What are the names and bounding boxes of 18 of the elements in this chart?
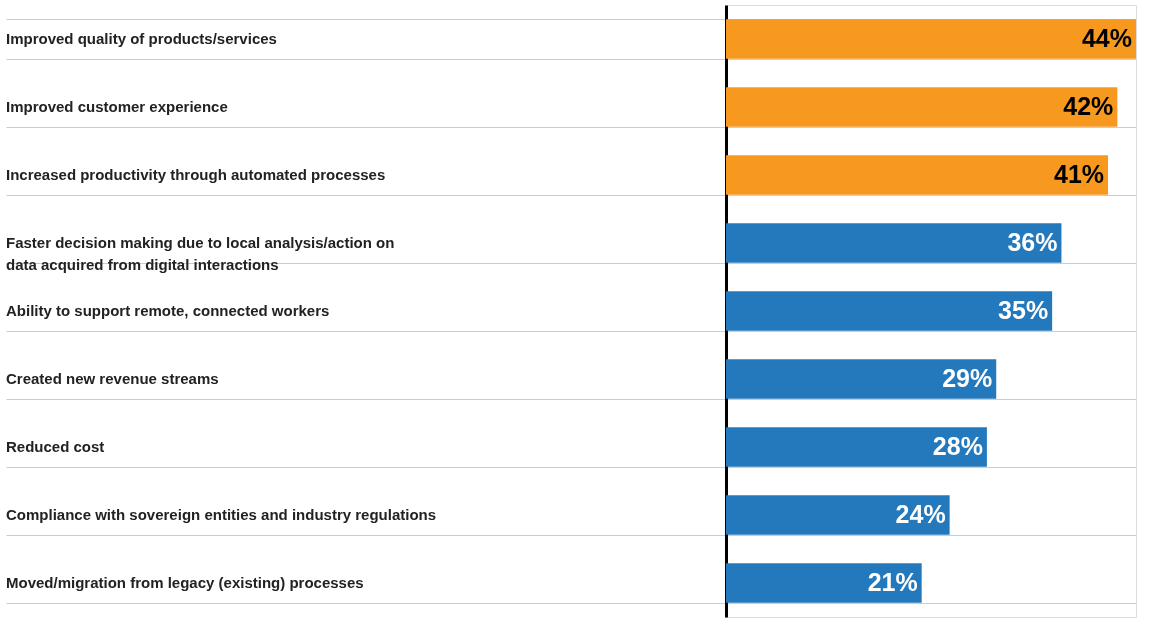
data-label: 44% <box>1081 24 1132 52</box>
y-tick-label: Faster decision making due to local analysis/action on data acquired from digital interactions <box>6 234 395 273</box>
y-tick-label: Compliance with sovereign entities and industry regulations <box>6 506 437 523</box>
data-label: 28% <box>932 432 983 460</box>
y-tick-label: Created new revenue streams <box>6 370 219 387</box>
data-label: 41% <box>1054 160 1105 188</box>
y-tick-label: Moved/migration from legacy (existing) processes <box>6 574 364 591</box>
y-tick-label: Ability to support remote, connected workers <box>6 302 330 319</box>
data-label: 21% <box>867 568 918 596</box>
data-label: 35% <box>998 296 1049 324</box>
y-tick-label: Reduced cost <box>6 438 105 455</box>
y-tick-label: Improved customer experience <box>6 98 228 115</box>
data-label: 29% <box>942 364 993 392</box>
data-label: 24% <box>895 500 946 528</box>
y-tick-label: Improved quality of products/services <box>6 30 277 47</box>
data-label: 42% <box>1063 92 1114 120</box>
data-label: 36% <box>1007 228 1058 256</box>
y-tick-label: Increased productivity through automated processes <box>6 166 386 183</box>
